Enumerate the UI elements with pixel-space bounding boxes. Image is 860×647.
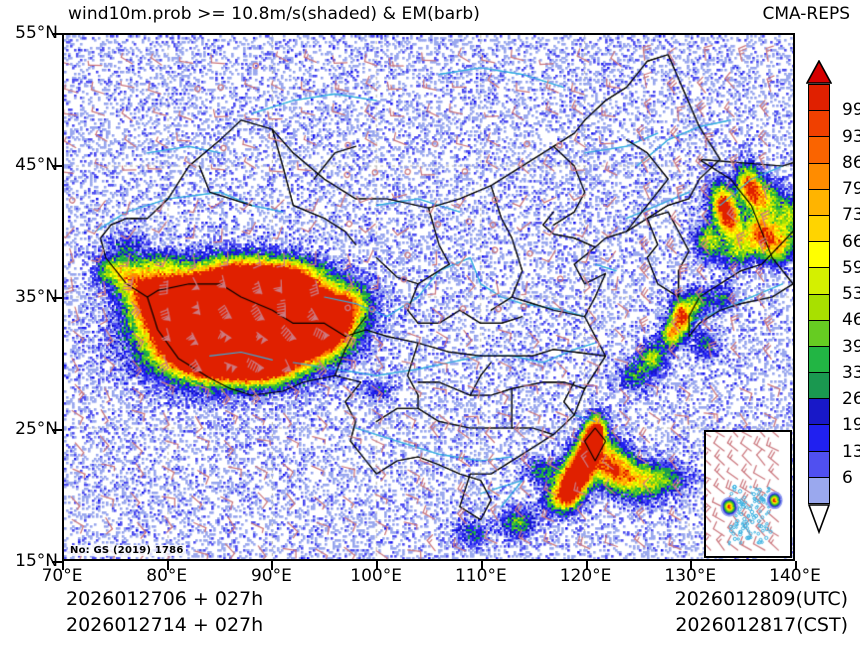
inset-map-canvas <box>706 432 790 556</box>
colorbar-tick-label: 6 <box>842 467 853 488</box>
colorbar-tick-label: 13 <box>842 441 860 462</box>
footer-init-cst: 2026012714 + 027h <box>66 614 264 636</box>
x-axis-tick-mark <box>585 561 588 570</box>
x-axis-tick-label: 120°E <box>559 566 612 586</box>
x-axis-tick-label: 70°E <box>41 566 83 586</box>
footer-valid-cst: 2026012817(CST) <box>675 614 848 636</box>
x-axis-tick-label: 90°E <box>250 566 292 586</box>
y-axis-tick-label: 15°N <box>15 551 58 571</box>
footer: 2026012706 + 027h 2026012714 + 027h 2026… <box>0 588 860 646</box>
x-axis-tick-mark <box>62 561 64 570</box>
colorbar-segment <box>809 320 829 347</box>
colorbar-segment <box>809 242 829 269</box>
y-axis-tick-label: 55°N <box>15 23 58 43</box>
x-axis-tick-label: 110°E <box>454 566 507 586</box>
map-attribution: No: GS (2019) 1786 <box>68 545 186 556</box>
colorbar-tick-label: 26 <box>842 389 860 409</box>
x-axis-tick-mark <box>795 561 797 570</box>
colorbar-tick-label: 99 <box>842 100 860 121</box>
x-axis-tick-mark <box>166 561 169 570</box>
x-axis-tick-label: 140°E <box>769 566 821 586</box>
colorbar-segment <box>809 451 829 478</box>
colorbar-tick-label: 66 <box>842 231 860 252</box>
south-china-sea-inset[interactable] <box>704 430 792 558</box>
colorbar-top-cap-icon <box>806 60 832 84</box>
colorbar-segment <box>809 137 829 164</box>
colorbar-tick-label: 53 <box>842 284 860 304</box>
colorbar-tick-label: 79 <box>842 179 860 199</box>
footer-init-utc: 2026012706 + 027h <box>66 588 264 610</box>
colorbar-segment <box>809 189 829 216</box>
colorbar-tick-label: 46 <box>842 310 860 331</box>
x-axis-tick-mark <box>271 561 274 570</box>
y-axis-tick-label: 45°N <box>15 155 58 175</box>
y-axis-tick-mark <box>52 165 63 167</box>
x-axis-tick-label: 80°E <box>146 566 188 586</box>
colorbar-tick-label: 93 <box>842 126 860 147</box>
colorbar-segment <box>809 346 829 374</box>
y-axis-tick-label: 25°N <box>15 419 58 439</box>
colorbar-segment <box>809 111 829 138</box>
colorbar-segment <box>809 215 829 243</box>
colorbar-segment <box>809 477 829 503</box>
x-axis-tick-mark <box>480 561 483 570</box>
x-axis-tick-mark <box>376 561 379 570</box>
y-axis-tick-mark <box>52 33 63 35</box>
colorbar-segment <box>809 399 829 426</box>
colorbar-tick-label: 33 <box>842 362 860 383</box>
x-axis-tick-mark <box>690 561 693 570</box>
y-axis-tick-label: 35°N <box>15 287 58 307</box>
colorbar-bottom-cap-icon <box>807 504 831 534</box>
probability-colorbar[interactable]: 99 93 86 79 73 66 59 53 46 39 33 26 19 13 6 <box>806 60 860 540</box>
x-axis-tick-label: 130°E <box>664 566 717 586</box>
colorbar-tick-label: 19 <box>842 415 860 436</box>
colorbar-segments <box>808 84 830 504</box>
colorbar-segment <box>809 163 829 190</box>
colorbar-segment <box>809 425 829 452</box>
page-title: wind10m.prob >= 10.8m/s(shaded) & EM(bar… <box>68 4 480 24</box>
y-axis-tick-mark <box>52 561 63 563</box>
probability-shaded-map <box>64 35 793 559</box>
map-plot-area[interactable]: No: GS (2019) 1786 <box>62 33 795 561</box>
colorbar-segment <box>809 294 829 321</box>
model-label: CMA-REPS <box>762 4 850 24</box>
colorbar-segment <box>809 85 829 112</box>
colorbar-tick-label: 39 <box>842 336 860 357</box>
colorbar-segment <box>809 373 829 400</box>
footer-valid-utc: 2026012809(UTC) <box>674 588 848 610</box>
y-axis-tick-mark <box>52 429 63 431</box>
y-axis-tick-mark <box>52 297 63 299</box>
colorbar-segment <box>809 268 829 295</box>
colorbar-tick-label: 73 <box>842 205 860 226</box>
colorbar-tick-label: 59 <box>842 257 860 278</box>
colorbar-tick-label: 86 <box>842 152 860 173</box>
x-axis-tick-label: 100°E <box>350 566 402 586</box>
